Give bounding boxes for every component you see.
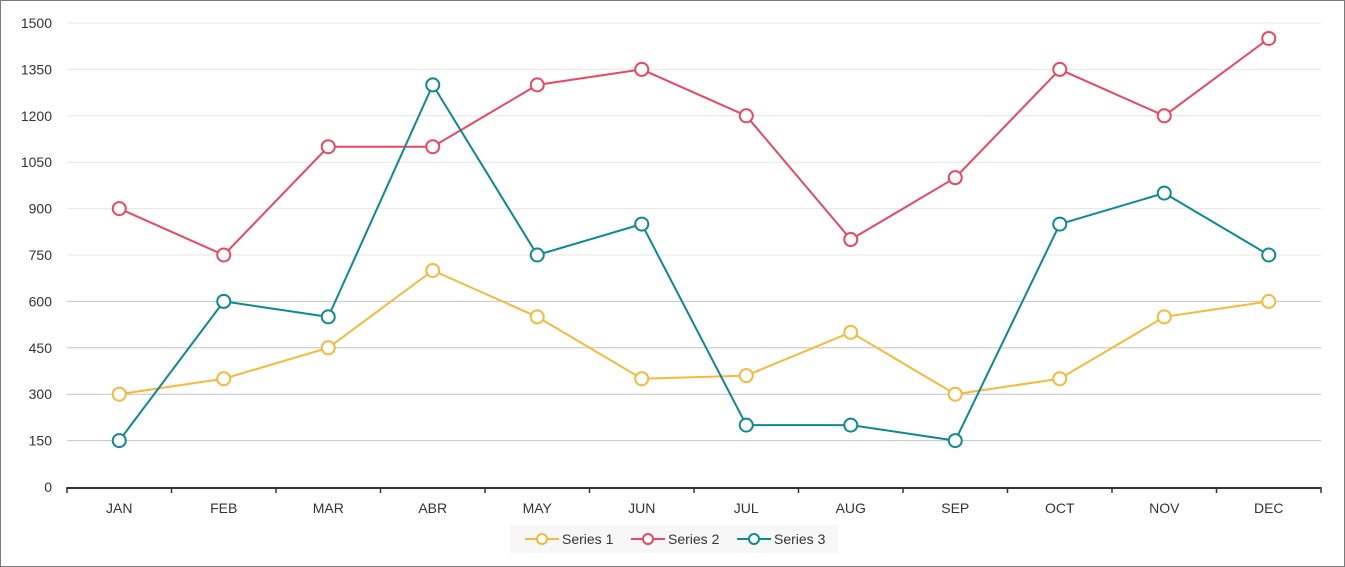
data-point[interactable] (738, 417, 754, 433)
series-line (118, 83, 1270, 442)
data-point[interactable] (738, 108, 754, 124)
legend-swatch-marker (536, 533, 548, 545)
data-point[interactable] (947, 386, 963, 402)
series-line (119, 269, 1269, 396)
legend-item[interactable]: Series 3 (737, 531, 826, 547)
data-point[interactable] (1156, 309, 1172, 325)
data-point[interactable] (111, 201, 127, 217)
data-point[interactable] (320, 340, 336, 356)
data-point[interactable] (529, 247, 545, 263)
data-point[interactable] (634, 61, 650, 77)
x-tick-label: ABR (418, 500, 447, 516)
legend-item[interactable]: Series 1 (525, 531, 614, 547)
data-point[interactable] (1052, 371, 1068, 387)
data-point[interactable] (634, 216, 650, 232)
series-line (118, 37, 1270, 256)
x-axis: JAN FEB MAR ABR MAY JUN JUL AUG SEP OCT NOV DEC (66, 487, 1322, 516)
y-tick-label: 150 (29, 433, 53, 449)
x-tick-label: AUG (836, 500, 866, 516)
data-point[interactable] (529, 309, 545, 325)
data-point[interactable] (738, 368, 754, 384)
y-tick-label: 300 (29, 386, 53, 402)
data-point[interactable] (843, 232, 859, 248)
data-point[interactable] (425, 139, 441, 155)
data-point[interactable] (111, 386, 127, 402)
x-tick-label: SEP (941, 500, 969, 516)
data-point[interactable] (425, 262, 441, 278)
series-lines (111, 30, 1277, 449)
legend-item[interactable]: Series 2 (631, 531, 720, 547)
x-tick-label: JUN (628, 500, 655, 516)
data-point[interactable] (1052, 216, 1068, 232)
data-point[interactable] (947, 433, 963, 449)
data-point[interactable] (216, 371, 232, 387)
y-axis: 0 150 300 450 600 750 900 1050 1200 1350 1500 (21, 15, 52, 495)
legend-background (510, 525, 838, 553)
y-tick-label: 1050 (21, 154, 52, 170)
data-point[interactable] (1261, 293, 1277, 309)
legend-label: Series 1 (562, 531, 614, 547)
data-point[interactable] (1261, 30, 1277, 46)
x-tick-label: NOV (1149, 500, 1180, 516)
legend-swatch-marker (748, 533, 760, 545)
series-3 (111, 77, 1277, 449)
legend-label: Series 2 (668, 531, 720, 547)
y-tick-label: 900 (29, 201, 53, 217)
x-tick-label: JUL (734, 500, 759, 516)
y-tick-label: 1200 (21, 108, 52, 124)
x-tick-label: DEC (1254, 500, 1284, 516)
y-tick-label: 0 (44, 479, 52, 495)
x-tick-label: OCT (1045, 500, 1075, 516)
data-point[interactable] (843, 417, 859, 433)
series-2 (111, 30, 1277, 263)
data-point[interactable] (1261, 247, 1277, 263)
y-tick-label: 600 (29, 293, 53, 309)
x-tick-label: FEB (210, 500, 237, 516)
y-tick-label: 450 (29, 340, 53, 356)
data-point[interactable] (529, 77, 545, 93)
data-point[interactable] (320, 309, 336, 325)
data-point[interactable] (843, 324, 859, 340)
x-tick-label: MAR (313, 500, 344, 516)
data-point[interactable] (216, 247, 232, 263)
data-point[interactable] (216, 293, 232, 309)
grid-lines (67, 22, 1321, 442)
data-point[interactable] (320, 139, 336, 155)
data-point[interactable] (425, 77, 441, 93)
y-tick-label: 1500 (21, 15, 52, 31)
x-tick-label: MAY (523, 500, 553, 516)
data-point[interactable] (634, 371, 650, 387)
series-1 (111, 262, 1277, 402)
data-point[interactable] (947, 170, 963, 186)
data-point[interactable] (1052, 61, 1068, 77)
data-point[interactable] (111, 433, 127, 449)
y-tick-label: 1350 (21, 61, 52, 77)
legend-label: Series 3 (774, 531, 826, 547)
data-point[interactable] (1156, 185, 1172, 201)
legend: Series 1 Series 2 Series 3 (510, 525, 838, 553)
y-tick-label: 750 (29, 247, 53, 263)
legend-swatch-marker (642, 533, 654, 545)
data-point[interactable] (1156, 108, 1172, 124)
x-tick-label: JAN (106, 500, 132, 516)
